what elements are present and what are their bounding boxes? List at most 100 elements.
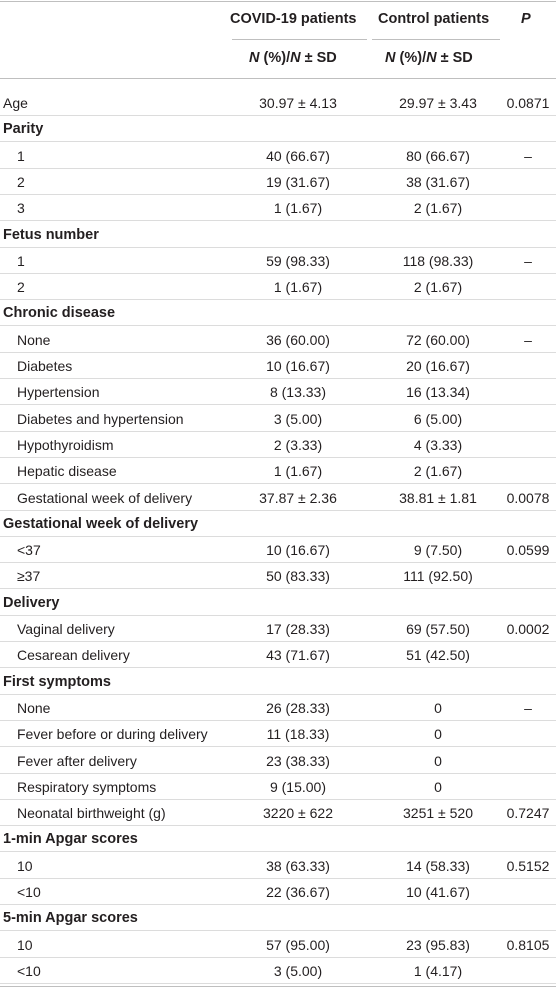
cell-p-value: – xyxy=(524,147,532,164)
cell-covid: 40 (66.67) xyxy=(266,147,330,164)
table-row: Hypertension 8 (13.33) 16 (13.34) xyxy=(0,379,556,406)
row-label: Diabetes and hypertension xyxy=(17,410,184,427)
header-sub-control: N (%)/N ± SD xyxy=(385,50,473,66)
header-sub-rule-covid xyxy=(232,39,367,40)
table-row: ≥37 50 (83.33) 111 (92.50) xyxy=(0,563,556,590)
cell-control: 6 (5.00) xyxy=(413,410,463,427)
cell-control: 10 (41.67) xyxy=(406,884,470,900)
table-row: 5-min Apgar scores xyxy=(0,905,556,932)
row-label: 3 xyxy=(17,200,25,217)
cell-covid: 38 (63.33) xyxy=(266,857,330,874)
cell-p-value: 0.0599 xyxy=(506,542,550,559)
row-label: Gestational week of delivery xyxy=(3,515,199,532)
cell-control: 69 (57.50) xyxy=(406,621,470,637)
row-label: 2 xyxy=(17,279,25,296)
cell-control: 14 (58.33) xyxy=(406,857,470,874)
sub-sd: ± SD xyxy=(300,50,337,66)
cell-control: 9 (7.50) xyxy=(413,542,463,559)
row-label: Vaginal delivery xyxy=(17,621,115,637)
sub-n-symbol: N xyxy=(426,50,437,66)
sub-n-symbol: N xyxy=(290,50,301,66)
table-row: Age 30.97 ± 4.13 29.97 ± 3.43 0.0871 xyxy=(0,90,556,116)
row-label: Hypothyroidism xyxy=(17,436,114,453)
row-label: Hepatic disease xyxy=(17,463,117,480)
header-p-value: P xyxy=(521,11,531,27)
table-row: <37 10 (16.67) 9 (7.50) 0.0599 xyxy=(0,537,556,564)
cell-control: 29.97 ± 3.43 xyxy=(399,95,477,111)
table-row: Respiratory symptoms 9 (15.00) 0 xyxy=(0,774,556,800)
row-label: Age xyxy=(3,95,28,111)
table-row: Diabetes 10 (16.67) 20 (16.67) xyxy=(0,353,556,379)
sub-percent: (%)/ xyxy=(259,50,291,66)
sub-n-symbol: N xyxy=(385,50,396,66)
row-label: 10 xyxy=(17,936,33,953)
row-label: 2 xyxy=(17,173,25,190)
row-label: Chronic disease xyxy=(3,305,116,322)
sub-sd: ± SD xyxy=(436,50,473,66)
cell-covid: 3 (5.00) xyxy=(273,962,323,979)
cell-covid: 1 (1.67) xyxy=(273,463,323,480)
table-row: 1-min Apgar scores xyxy=(0,826,556,853)
table-row: 10 38 (63.33) 14 (58.33) 0.5152 xyxy=(0,853,556,879)
cell-p-value: 0.0002 xyxy=(506,621,550,637)
table-row: <10 3 (5.00) 1 (4.17) xyxy=(0,958,556,984)
row-label: Fever after delivery xyxy=(17,752,137,769)
cell-covid: 50 (83.33) xyxy=(266,568,330,585)
row-label: Hypertension xyxy=(17,384,100,401)
cell-control: 16 (13.34) xyxy=(406,384,470,401)
cell-covid: 36 (60.00) xyxy=(266,331,330,348)
row-label: <10 xyxy=(17,884,41,900)
table-row: 1 40 (66.67) 80 (66.67) – xyxy=(0,143,556,169)
cell-covid: 8 (13.33) xyxy=(269,384,327,401)
cell-control: 4 (3.33) xyxy=(413,436,463,453)
table-row: 2 19 (31.67) 38 (31.67) xyxy=(0,169,556,195)
table-row: Fetus number xyxy=(0,222,556,248)
cell-covid: 19 (31.67) xyxy=(266,173,330,190)
table-row: None 36 (60.00) 72 (60.00) – xyxy=(0,327,556,353)
table-row: First symptoms xyxy=(0,669,556,695)
cell-control: 80 (66.67) xyxy=(406,147,470,164)
cell-control: 2 (1.67) xyxy=(413,463,463,480)
cell-control: 2 (1.67) xyxy=(413,200,463,217)
table-row: Parity xyxy=(0,116,556,143)
row-label: 1-min Apgar scores xyxy=(3,831,138,848)
cell-covid: 22 (36.67) xyxy=(266,884,330,900)
row-label: <10 xyxy=(17,962,41,979)
cell-covid: 43 (71.67) xyxy=(266,647,330,664)
header-top-rule xyxy=(0,1,556,2)
table-header: COVID-19 patients Control patients P N (… xyxy=(0,0,556,79)
cell-covid: 23 (38.33) xyxy=(266,752,330,769)
cell-control: 1 (4.17) xyxy=(413,962,463,979)
row-label: None xyxy=(17,699,51,716)
cell-covid: 30.97 ± 4.13 xyxy=(259,95,337,111)
row-label: 5-min Apgar scores xyxy=(3,910,138,927)
cell-p-value: 0.8105 xyxy=(506,936,550,953)
table-row: 1 59 (98.33) 118 (98.33) – xyxy=(0,248,556,274)
cell-covid: 3 (5.00) xyxy=(273,410,323,427)
cell-covid: 37.87 ± 2.36 xyxy=(259,489,337,506)
cell-control: 111 (92.50) xyxy=(403,568,473,585)
cell-covid: 11 (18.33) xyxy=(266,726,330,743)
cell-control: 2 (1.67) xyxy=(413,279,463,296)
cell-control: 0 xyxy=(434,699,442,716)
table-row: 2 1 (1.67) 2 (1.67) xyxy=(0,274,556,301)
cell-p-value: 0.7247 xyxy=(506,805,550,822)
cell-control: 23 (95.83) xyxy=(406,936,470,953)
cell-control: 38.81 ± 1.81 xyxy=(399,489,477,506)
table-row: <10 22 (36.67) 10 (41.67) xyxy=(0,879,556,905)
cell-control: 20 (16.67) xyxy=(406,358,470,374)
row-label: Neonatal birthweight (g) xyxy=(17,805,166,822)
table-row: 3 1 (1.67) 2 (1.67) xyxy=(0,195,556,222)
header-control-patients: Control patients xyxy=(378,11,490,27)
header-sub-rule-control xyxy=(372,39,500,40)
cell-covid: 1 (1.67) xyxy=(273,200,323,217)
cell-control: 0 xyxy=(434,726,442,743)
cell-covid: 1 (1.67) xyxy=(273,279,323,296)
row-label: <37 xyxy=(17,542,41,559)
sub-percent: (%)/ xyxy=(395,50,427,66)
cell-covid: 9 (15.00) xyxy=(269,778,327,795)
cell-covid: 10 (16.67) xyxy=(266,542,330,559)
table-row: Hepatic disease 1 (1.67) 2 (1.67) xyxy=(0,458,556,485)
cell-covid: 57 (95.00) xyxy=(266,936,330,953)
